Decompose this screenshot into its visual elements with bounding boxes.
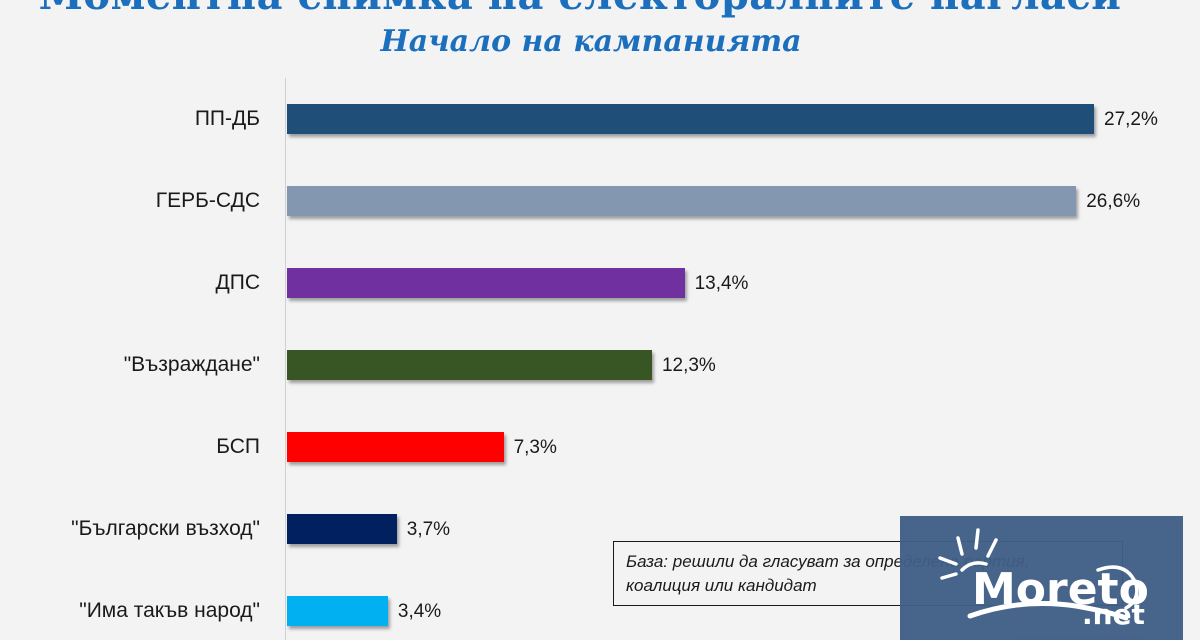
- bar-row: "Има такъв народ" 3,4%: [0, 596, 1200, 626]
- moreto-watermark: Moreto .net: [900, 516, 1183, 640]
- value-label: 7,3%: [513, 437, 557, 458]
- bar: [287, 186, 1077, 216]
- bar: [287, 350, 652, 380]
- value-label: 3,4%: [397, 601, 442, 622]
- category-label: "Възраждане": [123, 353, 260, 376]
- bar-row: БСП 7,3%: [0, 432, 1200, 462]
- value-label: 13,4%: [694, 273, 749, 294]
- bar: [287, 432, 504, 462]
- category-label: "Български възход": [71, 517, 260, 540]
- chart-title: Моментна снимка на електоралните нагласи: [0, 0, 1160, 19]
- value-label: 26,6%: [1086, 191, 1141, 212]
- bar-row: "Български възход" 3,7%: [0, 514, 1200, 544]
- chart-subtitle: Начало на кампанията: [380, 24, 802, 59]
- bar: [287, 104, 1095, 134]
- category-label: "Има такъв народ": [79, 599, 260, 622]
- bar: [287, 596, 388, 626]
- category-label: ГЕРБ-СДС: [155, 189, 260, 212]
- bar: [287, 268, 685, 298]
- category-label: ДПС: [215, 271, 260, 294]
- value-label: 27,2%: [1104, 109, 1158, 130]
- category-axis-line: [285, 78, 286, 640]
- base-note-line2: коалиция или кандидат: [626, 576, 817, 595]
- moreto-logo-icon: Moreto .net: [938, 528, 1149, 631]
- value-label: 12,3%: [661, 355, 716, 376]
- bar-row: "Възраждане" 12,3%: [0, 350, 1200, 380]
- category-label: БСП: [216, 435, 260, 458]
- category-label: ПП-ДБ: [194, 107, 260, 130]
- bar-row: ПП-ДБ 27,2%: [0, 104, 1200, 134]
- bar-row: ДПС 13,4%: [0, 268, 1200, 298]
- svg-text:.net: .net: [1082, 598, 1145, 631]
- bar-row: ГЕРБ-СДС 26,6%: [0, 186, 1200, 216]
- bar: [287, 514, 397, 544]
- value-label: 3,7%: [406, 519, 451, 540]
